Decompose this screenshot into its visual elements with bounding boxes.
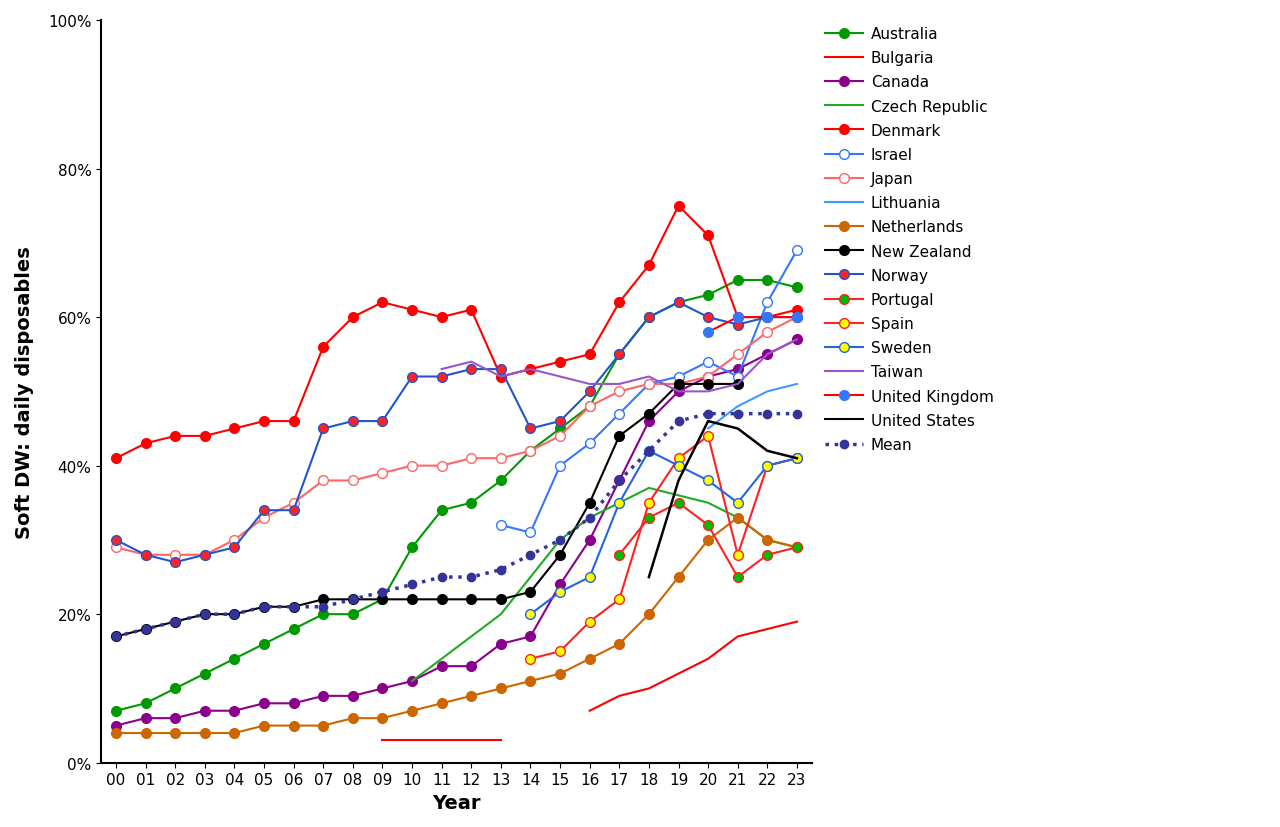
Legend: Australia, Bulgaria, Canada, Czech Republic, Denmark, Israel, Japan, Lithuania, : Australia, Bulgaria, Canada, Czech Repub…	[819, 21, 1000, 458]
Y-axis label: Soft DW: daily disposables: Soft DW: daily disposables	[15, 246, 35, 538]
X-axis label: Year: Year	[433, 793, 481, 812]
